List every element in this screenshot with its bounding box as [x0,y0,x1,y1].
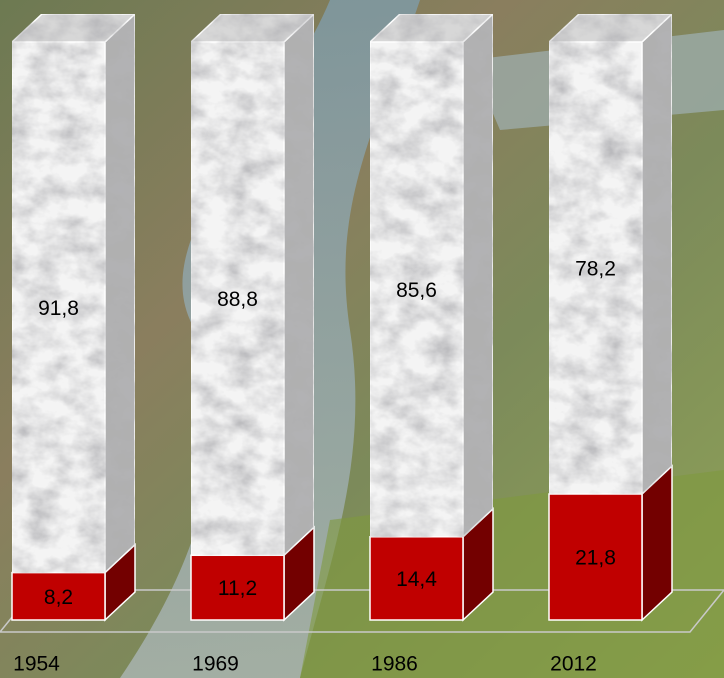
bar-front [369,536,464,621]
bars: 8,2 91,8 1954 11,2 88,8 1969 14,4 85,6 1986 21,8 7… [10,12,674,676]
bar-segment [189,12,316,557]
bar-side [283,12,315,557]
bar-side [462,12,494,539]
value-label: 14,4 [396,568,437,591]
value-label: 88,8 [217,288,258,311]
value-label: 21,8 [575,547,616,570]
x-tick-label: 1954 [13,653,60,676]
bar-segment [10,12,137,575]
bar-front [11,41,106,574]
bar-segment [369,507,494,622]
bar-front [369,41,464,538]
bar-front [548,493,643,621]
bar-front [190,41,285,557]
value-label: 78,2 [575,258,616,281]
x-tick-label: 1969 [192,653,239,676]
value-label: 91,8 [38,297,79,320]
x-tick-label: 1986 [371,653,418,676]
bar-front [190,554,285,621]
bar-segment [190,525,315,622]
bar-segment [368,12,495,539]
bar-front [548,41,643,495]
bar-side [641,12,673,496]
bar-segment [548,464,673,622]
x-tick-label: 2012 [550,653,597,676]
value-label: 11,2 [218,577,257,600]
value-label: 8,2 [44,586,73,609]
bar-segment [547,12,674,496]
bar-side [104,12,136,575]
value-label: 85,6 [396,279,437,302]
